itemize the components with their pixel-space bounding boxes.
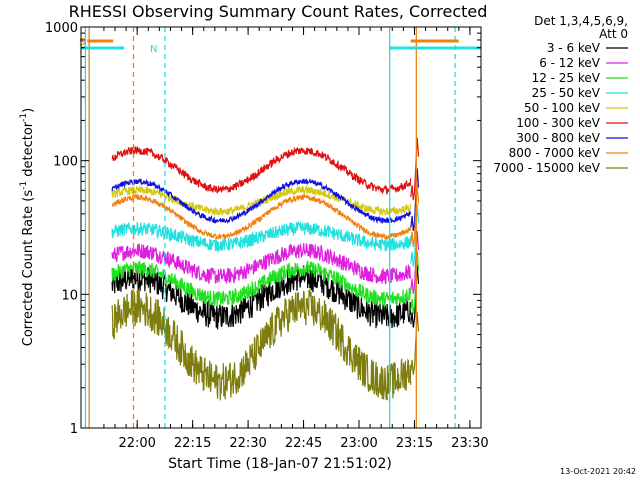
axes: 1 10 100 1000 22:00 22:15 22:30 22:45 23:00 23:15…	[45, 21, 489, 451]
series-line	[111, 192, 412, 241]
y-axis-label: Corrected Count Rate (s-1 detector-1)	[19, 108, 36, 346]
legend-header-line1: Det 1,3,4,5,6,9,	[534, 14, 628, 28]
legend-entry-label: 7000 - 15000 keV	[493, 161, 600, 175]
flag-label: S	[79, 37, 85, 48]
series-line	[111, 177, 412, 225]
flag-label: N	[150, 44, 157, 55]
series-line-tail	[410, 204, 420, 267]
series-line-tail	[410, 137, 420, 201]
y-tick-label: 1	[70, 422, 78, 437]
legend-entry-label: 300 - 800 keV	[516, 131, 600, 145]
x-tick-label: 22:15	[174, 436, 211, 451]
x-tick-label: 22:30	[229, 436, 266, 451]
chart-title: RHESSI Observing Summary Count Rates, Co…	[69, 2, 488, 21]
series-line-tail	[410, 184, 420, 248]
series-line-tail	[410, 264, 420, 328]
series-line	[111, 220, 412, 254]
x-tick-label: 22:00	[118, 436, 155, 451]
y-tick-label: 100	[53, 155, 78, 170]
legend-entry-label: 100 - 300 keV	[516, 116, 600, 130]
series-line-tail	[410, 168, 420, 232]
series-line	[111, 146, 412, 195]
series-line-tail	[410, 230, 420, 294]
plot-clip-group	[111, 137, 420, 401]
y-tick-label: 10	[61, 288, 78, 303]
series-line-tail	[410, 312, 420, 375]
series-line	[111, 260, 412, 308]
x-tick-label: 22:45	[285, 436, 322, 451]
y-tick-label: 1000	[45, 21, 78, 36]
legend-header-line2: Att 0	[599, 27, 628, 41]
legend-entry-label: 12 - 25 keV	[532, 71, 601, 85]
plot-area: SN	[79, 27, 481, 428]
x-tick-label: 23:00	[340, 436, 377, 451]
footer-date: 13-Oct-2021 20:42	[560, 467, 636, 476]
legend-entry-label: 50 - 100 keV	[524, 101, 601, 115]
series-line	[111, 288, 412, 401]
x-tick-label: 23:30	[451, 436, 488, 451]
series-line	[111, 242, 412, 285]
x-axis-label: Start Time (18-Jan-07 21:51:02)	[168, 456, 392, 472]
series-line	[111, 264, 412, 330]
legend-entry-label: 3 - 6 keV	[547, 41, 601, 55]
x-tick-label: 23:15	[396, 436, 433, 451]
legend-entry-label: 6 - 12 keV	[539, 56, 601, 70]
legend-entry-label: 800 - 7000 keV	[509, 146, 601, 160]
series-line-tail	[410, 251, 420, 314]
legend-entry-label: 25 - 50 keV	[532, 86, 601, 100]
